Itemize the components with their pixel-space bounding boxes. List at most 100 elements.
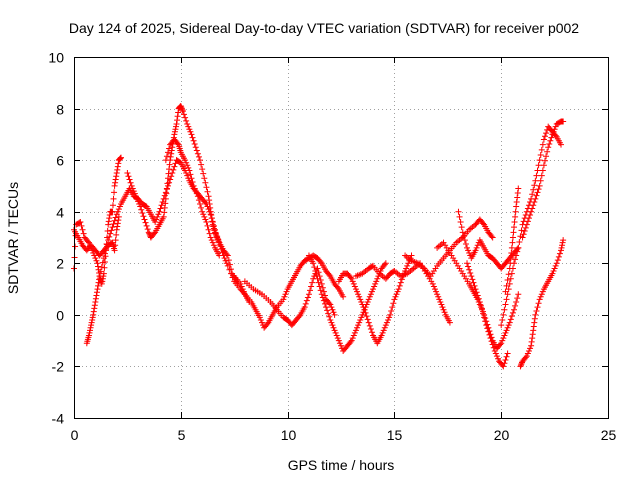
data-point <box>111 189 118 196</box>
data-point <box>157 205 164 212</box>
data-point <box>528 338 535 345</box>
data-point <box>560 237 567 244</box>
data-point <box>532 311 539 318</box>
data-point <box>167 153 174 160</box>
data-point <box>502 288 509 295</box>
data-point <box>98 280 105 287</box>
data-point <box>500 335 507 342</box>
data-point <box>209 218 216 225</box>
data-point <box>531 319 538 326</box>
series-arc-7 <box>241 265 338 329</box>
data-point <box>178 105 185 112</box>
data-point <box>194 193 201 200</box>
data-point <box>135 198 142 205</box>
y-tick-label: 8 <box>56 102 64 118</box>
tick-labels: 0 5 10 15 20 25 -4 -2 0 2 4 6 8 10 <box>48 50 616 444</box>
data-point <box>354 288 361 295</box>
data-point <box>527 345 534 352</box>
data-point <box>521 228 528 235</box>
data-point <box>202 199 209 206</box>
data-point <box>509 239 516 246</box>
data-point <box>141 216 148 223</box>
data-point <box>97 268 104 275</box>
data-point <box>473 244 480 251</box>
data-point <box>515 244 522 251</box>
data-point <box>461 237 468 244</box>
data-point <box>530 323 537 330</box>
data-point <box>471 282 478 289</box>
data-point <box>257 317 264 324</box>
series-arc-2 <box>71 213 122 259</box>
data-point <box>529 335 536 342</box>
data-point <box>212 230 219 237</box>
data-point <box>457 219 464 226</box>
data-point <box>531 199 538 206</box>
data-point <box>487 331 494 338</box>
data-point <box>136 200 143 207</box>
data-point <box>511 219 518 226</box>
data-point <box>239 286 246 293</box>
data-point <box>312 268 319 275</box>
data-point <box>175 109 182 116</box>
data-point <box>501 360 508 367</box>
data-point <box>431 286 438 293</box>
data-point <box>258 319 265 326</box>
data-point <box>529 331 536 338</box>
data-point <box>514 248 521 255</box>
data-point <box>508 313 515 320</box>
data-point <box>237 280 244 287</box>
data-point <box>138 206 145 213</box>
data-point <box>327 317 334 324</box>
data-point <box>309 279 316 286</box>
data-point <box>87 327 94 334</box>
series-arc-1 <box>71 154 124 287</box>
plot-frame <box>74 57 609 419</box>
series-arc-14 <box>464 260 522 352</box>
data-point <box>517 363 524 370</box>
data-point <box>163 190 170 197</box>
data-point <box>153 216 160 223</box>
data-point <box>515 291 522 298</box>
x-tick-label: 5 <box>178 427 186 443</box>
data-point <box>198 161 205 168</box>
data-point <box>101 264 108 271</box>
data-point <box>489 234 496 241</box>
data-point <box>365 296 372 303</box>
data-point <box>349 335 356 342</box>
data-point <box>381 324 388 331</box>
data-point <box>193 190 200 197</box>
data-point <box>518 360 525 367</box>
data-point <box>532 195 539 202</box>
data-point <box>388 307 395 314</box>
data-point <box>394 288 401 295</box>
data-point <box>207 204 214 211</box>
data-point <box>513 203 520 210</box>
data-point <box>478 305 485 312</box>
data-point <box>470 279 477 286</box>
y-axis-label: SDTVAR / TECUs <box>5 182 21 294</box>
data-point <box>537 293 544 300</box>
data-point <box>438 301 445 308</box>
data-point <box>358 298 365 305</box>
data-point <box>512 302 519 309</box>
data-point <box>222 257 229 264</box>
series-arc-12 <box>434 239 511 370</box>
data-point <box>208 215 215 222</box>
data-point <box>152 219 159 226</box>
data-point <box>96 273 103 280</box>
data-point <box>185 164 192 171</box>
data-point <box>99 278 106 285</box>
data-point <box>178 104 185 111</box>
data-point <box>382 260 389 267</box>
data-point <box>392 293 399 300</box>
data-point <box>538 291 545 298</box>
data-point <box>540 162 547 169</box>
data-point <box>430 283 437 290</box>
data-point <box>499 317 506 324</box>
grid-lines <box>74 57 608 418</box>
data-point <box>316 283 323 290</box>
data-point <box>390 268 397 275</box>
data-point <box>202 216 209 223</box>
data-point <box>529 205 536 212</box>
data-point <box>348 337 355 344</box>
